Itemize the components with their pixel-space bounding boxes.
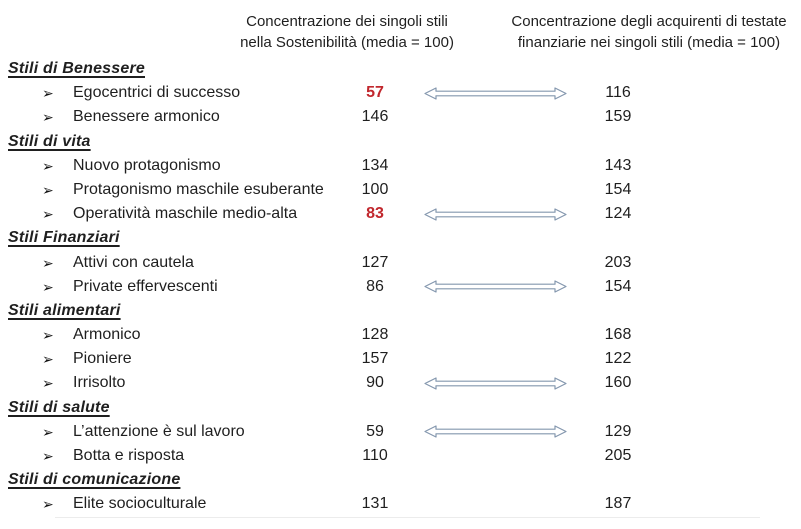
- section-title: Stili Finanziari: [8, 229, 120, 247]
- bullet-arrowhead-icon: ➢: [42, 448, 54, 464]
- left-column-header-line1: Concentrazione dei singoli stili: [246, 13, 448, 30]
- bullet-arrowhead-icon: ➢: [42, 496, 54, 513]
- left-column-header: Concentrazione dei singoli stili nella S…: [225, 11, 469, 53]
- left-column-header-line2: nella Sostenibilità (media = 100): [240, 34, 454, 51]
- section-row: Stili di Benessere: [0, 57, 801, 81]
- item-label: Private effervescenti: [73, 277, 218, 295]
- left-value: 110: [362, 447, 388, 464]
- left-value: 90: [366, 374, 384, 392]
- table-row: ➢ Botta e risposta 110 205: [0, 444, 801, 468]
- right-value: 124: [604, 205, 632, 223]
- left-value: 157: [361, 350, 389, 368]
- item-label: Nuovo protagonismo: [73, 156, 221, 174]
- bullet-arrowhead-icon: ➢: [42, 206, 54, 223]
- bullet-arrowhead-icon: ➢: [42, 375, 54, 392]
- table-row: ➢ Operatività maschile medio-alta 83 124: [0, 202, 801, 226]
- table-row: ➢ Elite socioculturale 131 187: [0, 492, 801, 516]
- item-label: Operatività maschile medio-alta: [73, 205, 298, 223]
- table-row: ➢ Egocentrici di successo 57 116: [0, 81, 801, 105]
- left-right-double-arrow-icon: [423, 425, 568, 438]
- left-value: 134: [361, 156, 389, 174]
- section-title: Stili di Benessere: [8, 60, 145, 77]
- left-right-double-arrow-icon: [423, 280, 568, 293]
- left-right-double-arrow-icon: [423, 87, 568, 100]
- right-value: 129: [604, 422, 632, 440]
- right-column-header-line2: finanziarie nei singoli stili (media = 1…: [517, 34, 781, 51]
- item-label: Irrisolto: [73, 374, 126, 392]
- left-value: 128: [361, 326, 389, 344]
- right-column-header: Concentrazione degli acquirenti di testa…: [494, 11, 801, 53]
- item-label: Attivi con cautela: [73, 253, 194, 271]
- section-row: Stili alimentari: [0, 299, 801, 323]
- right-value: 159: [604, 108, 632, 126]
- item-label: Protagonismo maschile esuberante: [73, 180, 324, 198]
- item-label: Egocentrici di successo: [73, 84, 241, 102]
- item-label: L’attenzione è sul lavoro: [73, 422, 245, 440]
- left-value: 57: [366, 84, 384, 102]
- section-title: Stili di salute: [8, 398, 110, 416]
- bullet-arrowhead-icon: ➢: [42, 278, 54, 295]
- bullet-arrowhead-icon: ➢: [42, 327, 54, 344]
- left-value: 131: [361, 495, 389, 513]
- table-row: ➢ Protagonismo maschile esuberante 100 1…: [0, 178, 801, 202]
- left-right-double-arrow-icon: [423, 377, 568, 390]
- bullet-arrowhead-icon: ➢: [42, 254, 54, 271]
- table-row: ➢ L’attenzione è sul lavoro 59 129: [0, 420, 801, 444]
- bullet-arrowhead-icon: ➢: [42, 157, 54, 174]
- table-row: ➢ Private effervescenti 86 154: [0, 275, 801, 299]
- table-row: ➢ Irrisolto 90 160: [0, 371, 801, 395]
- right-value: 187: [604, 495, 632, 513]
- bottom-divider: [55, 517, 760, 518]
- table-row: ➢ Benessere armonico 146 159: [0, 105, 801, 129]
- bullet-arrowhead-icon: ➢: [42, 351, 54, 368]
- section-row: Stili di comunicazione: [0, 468, 801, 492]
- item-label: Benessere armonico: [73, 108, 220, 126]
- table-row: ➢ Armonico 128 168: [0, 323, 801, 347]
- right-column-header-line1: Concentrazione degli acquirenti di testa…: [511, 13, 787, 30]
- bullet-arrowhead-icon: ➢: [42, 85, 54, 102]
- right-value: 116: [605, 84, 631, 102]
- item-label: Armonico: [73, 326, 141, 344]
- bullet-arrowhead-icon: ➢: [42, 423, 54, 440]
- right-value: 203: [604, 253, 632, 271]
- section-row: Stili di vita: [0, 130, 801, 154]
- right-value: 205: [604, 447, 632, 464]
- left-right-double-arrow-icon: [423, 208, 568, 221]
- item-label: Botta e risposta: [73, 447, 185, 464]
- left-value: 86: [366, 277, 384, 295]
- left-value: 100: [361, 180, 389, 198]
- section-title: Stili di vita: [8, 132, 91, 150]
- right-value: 168: [604, 326, 632, 344]
- left-value: 146: [361, 108, 389, 126]
- left-value: 59: [366, 422, 384, 440]
- bullet-arrowhead-icon: ➢: [42, 181, 54, 198]
- section-row: Stili Finanziari: [0, 226, 801, 250]
- section-row: Stili di salute: [0, 396, 801, 420]
- table-row: ➢ Attivi con cautela 127 203: [0, 251, 801, 275]
- right-value: 154: [604, 277, 632, 295]
- left-value: 83: [366, 205, 384, 223]
- right-value: 143: [604, 156, 632, 174]
- section-title: Stili di comunicazione: [8, 471, 181, 489]
- styles-list: Stili di Benessere ➢ Egocentrici di succ…: [0, 57, 801, 517]
- item-label: Pioniere: [73, 350, 132, 368]
- right-value: 154: [604, 180, 632, 198]
- section-title: Stili alimentari: [8, 301, 121, 319]
- left-value: 127: [361, 253, 389, 271]
- right-value: 160: [604, 374, 632, 392]
- right-value: 122: [604, 350, 632, 368]
- table-row: ➢ Nuovo protagonismo 134 143: [0, 154, 801, 178]
- bullet-arrowhead-icon: ➢: [42, 109, 54, 126]
- item-label: Elite socioculturale: [73, 495, 207, 513]
- table-row: ➢ Pioniere 157 122: [0, 347, 801, 371]
